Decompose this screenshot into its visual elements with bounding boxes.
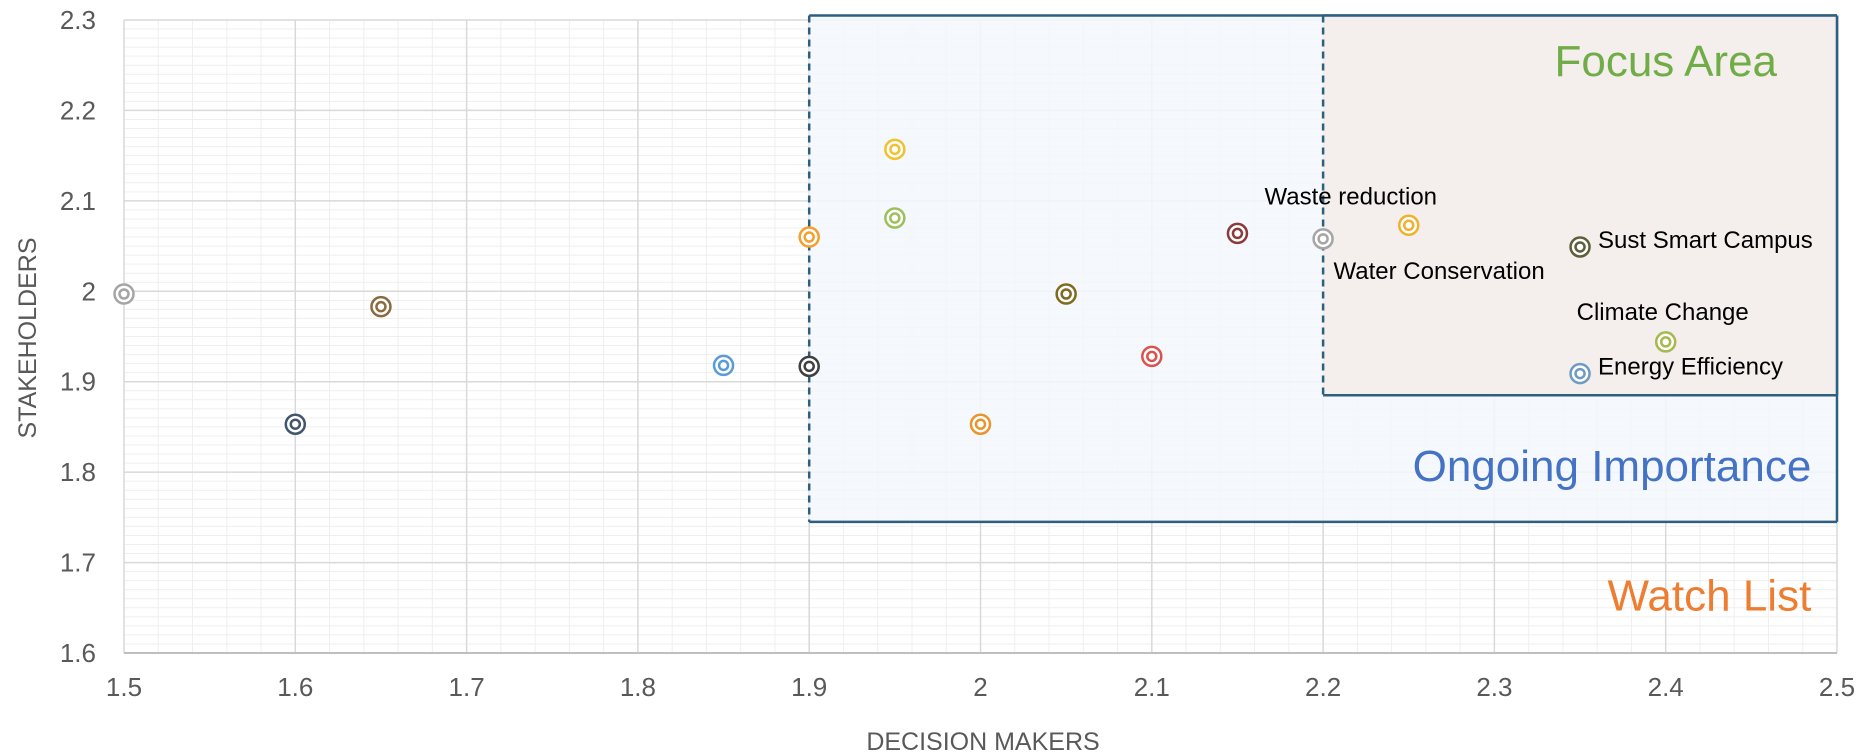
data-point-outer-ring [1398,214,1420,237]
data-point-inner-ring [1659,336,1672,348]
data-point-inner-ring [1574,367,1586,380]
data-point [884,207,906,229]
data-point [284,413,307,435]
data-point-outer-ring [969,413,992,435]
x-axis-title: DECISION MAKERS [866,728,1099,756]
y-tick-label: 1.7 [60,548,96,578]
data-point-label: Climate Change [1577,299,1749,326]
x-tick-label: 1.9 [791,672,827,702]
data-point-inner-ring [889,143,901,156]
data-point-outer-ring [1569,236,1591,258]
data-point [969,413,992,435]
data-point-inner-ring [375,300,387,313]
data-point [1569,236,1591,258]
data-point-outer-ring [1312,228,1334,250]
data-point [1654,331,1677,353]
data-point [1226,222,1249,245]
data-point-inner-ring [717,359,730,372]
x-tick-label: 2.3 [1476,672,1512,702]
data-point-inner-ring [803,231,815,243]
focus-area-zone [1323,15,1837,396]
data-point-outer-ring [1055,283,1077,305]
data-point-inner-ring [118,288,130,300]
x-tick-label: 1.7 [449,672,485,702]
y-tick-label: 1.9 [60,367,96,397]
data-point [798,226,820,248]
y-tick-label: 2 [82,276,96,306]
data-point-outer-ring [884,138,906,161]
data-point [1055,283,1077,305]
points [113,138,1677,435]
x-tick-label: 2.4 [1648,672,1684,702]
data-point [1312,228,1334,250]
point-labels: Water Conservation Waste reduction Sust Sm… [1264,183,1812,380]
zones: Ongoing Importance Focus Area Watch List [807,14,1839,620]
y-tick-label: 2.2 [60,95,96,125]
data-point [1398,214,1420,237]
data-point-inner-ring [1060,288,1072,300]
x-tick-label: 1.6 [277,672,313,702]
data-point [884,138,906,161]
data-point-inner-ring [803,360,815,373]
x-tick-label: 2.5 [1819,672,1855,702]
data-point [1141,345,1163,368]
data-point-label: Sust Smart Campus [1598,227,1813,254]
x-tick-label: 2.1 [1134,672,1170,702]
data-point-label: Energy Efficiency [1598,354,1783,381]
data-point-inner-ring [889,212,901,224]
data-point-outer-ring [884,207,906,229]
x-tick-label: 1.8 [620,672,656,702]
data-point-outer-ring [1141,345,1163,368]
data-point-outer-ring [712,354,735,377]
y-axis-title: STAKEHOLDERS [14,238,42,439]
axes: 1.5 1.6 1.7 1.8 1.9 2 2.1 2.2 2.3 2.4 2.5 1.6 1.7 1.8… [60,5,1855,702]
x-tick-label: 2 [973,672,987,702]
y-tick-label: 1.8 [60,457,96,487]
data-point [370,295,392,318]
y-tick-label: 1.6 [60,638,96,668]
ongoing-importance-zone-title: Ongoing Importance [1413,442,1812,491]
x-tick-label: 1.5 [106,672,142,702]
data-point-inner-ring [1146,350,1158,363]
data-point-outer-ring [798,226,820,248]
data-point-inner-ring [1403,219,1415,232]
data-point-label: Water Conservation [1333,258,1544,285]
focus-area-zone-title: Focus Area [1554,37,1777,86]
data-point-inner-ring [1231,227,1244,240]
data-point-inner-ring [1574,241,1586,253]
data-point [712,354,735,377]
y-tick-label: 2.3 [60,5,96,35]
data-point [1569,362,1591,385]
data-point-outer-ring [370,295,392,318]
data-point [113,283,135,305]
data-point-inner-ring [289,418,302,430]
data-point-outer-ring [1226,222,1249,245]
data-point-outer-ring [113,283,135,305]
data-point [798,355,820,378]
x-tick-label: 2.2 [1305,672,1341,702]
data-point-outer-ring [284,413,307,435]
data-point-label: Waste reduction [1264,183,1437,210]
data-point-outer-ring [1569,362,1591,385]
data-point-outer-ring [1654,331,1677,353]
watch-list-zone-title: Watch List [1608,571,1812,620]
y-tick-label: 2.1 [60,186,96,216]
data-point-outer-ring [798,355,820,378]
data-point-inner-ring [974,418,987,430]
data-point-inner-ring [1317,233,1329,245]
